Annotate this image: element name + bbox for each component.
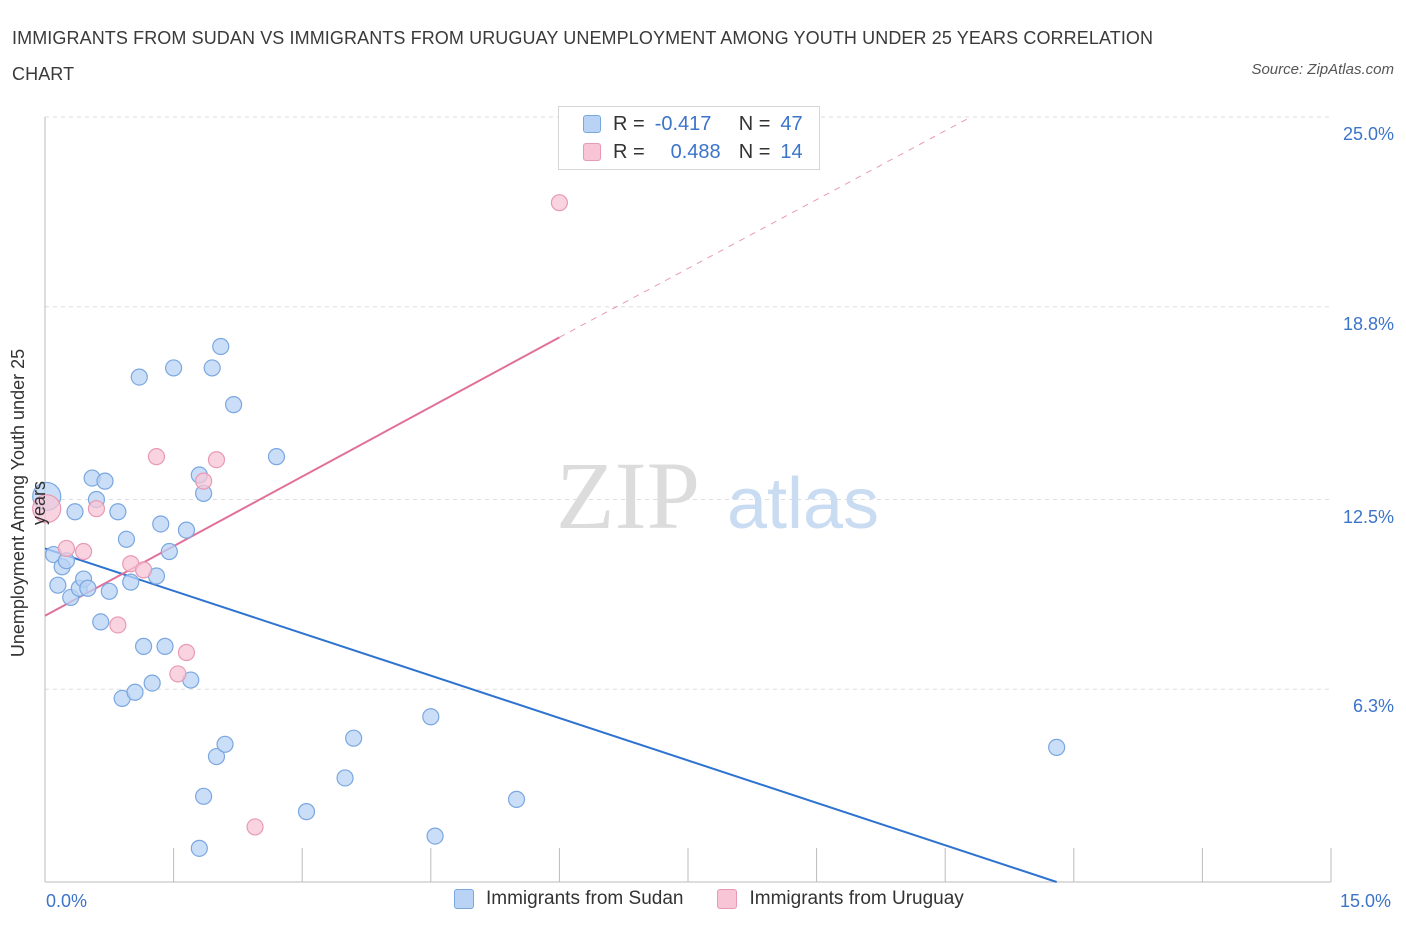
point-sudan bbox=[190, 839, 208, 857]
series-legend: Immigrants from Sudan Immigrants from Ur… bbox=[454, 888, 998, 910]
point-uruguay bbox=[177, 643, 196, 662]
point-sudan bbox=[79, 579, 97, 597]
legend-n-value: 14 bbox=[780, 140, 803, 163]
point-sudan bbox=[195, 787, 213, 805]
point-sudan bbox=[122, 573, 140, 591]
point-sudan bbox=[160, 542, 178, 561]
legend-swatch-sudan bbox=[583, 115, 601, 133]
point-uruguay bbox=[550, 194, 569, 212]
trend-line-uruguay bbox=[44, 336, 560, 617]
point-uruguay bbox=[134, 561, 153, 579]
source-note: Source: ZipAtlas.com bbox=[1251, 61, 1394, 78]
point-uruguay bbox=[74, 542, 93, 561]
point-sudan bbox=[96, 472, 114, 490]
point-sudan bbox=[422, 708, 440, 726]
point-sudan bbox=[267, 448, 286, 466]
trend-line-uruguay-extension bbox=[559, 116, 972, 338]
watermark-atlas: atlas bbox=[727, 464, 879, 544]
x-tick-label: 15.0% bbox=[1340, 891, 1392, 911]
point-uruguay bbox=[195, 472, 213, 490]
point-uruguay bbox=[207, 451, 226, 469]
watermark: ZIP atlas bbox=[556, 442, 879, 549]
y-tick-label: 25.0% bbox=[1342, 124, 1394, 144]
point-sudan bbox=[177, 521, 196, 539]
point-sudan bbox=[66, 503, 84, 521]
legend-swatch-uruguay bbox=[717, 889, 738, 909]
trend-line-sudan bbox=[44, 547, 1057, 883]
legend-n-value: 47 bbox=[780, 112, 803, 135]
legend-r-label: R = bbox=[613, 112, 645, 135]
point-sudan bbox=[1048, 738, 1066, 756]
legend-swatch-sudan bbox=[454, 889, 474, 909]
point-sudan bbox=[212, 337, 230, 356]
point-uruguay bbox=[57, 539, 76, 558]
point-sudan bbox=[207, 747, 226, 766]
point-sudan bbox=[426, 827, 444, 845]
point-sudan bbox=[336, 769, 354, 787]
y-tick-label: 18.8% bbox=[1342, 313, 1394, 334]
correlation-legend: R = -0.417 N = 47 R = 0.488 N = 14 bbox=[558, 106, 820, 170]
point-sudan bbox=[152, 515, 170, 533]
data-points bbox=[32, 194, 1066, 857]
legend-r-label: R = bbox=[613, 140, 645, 163]
point-sudan bbox=[126, 683, 144, 701]
legend-r-value: 0.488 bbox=[670, 140, 721, 163]
point-sudan bbox=[165, 359, 183, 377]
point-sudan bbox=[130, 368, 148, 386]
y-axis-label: Unemployment Among Youth under 25 years bbox=[8, 348, 49, 658]
point-sudan bbox=[100, 582, 118, 600]
point-sudan bbox=[345, 729, 363, 747]
point-sudan bbox=[92, 613, 110, 631]
legend-label-sudan: Immigrants from Sudan bbox=[486, 888, 684, 909]
y-tick-label: 12.5% bbox=[1342, 506, 1394, 527]
point-sudan bbox=[156, 637, 174, 655]
point-sudan bbox=[225, 396, 243, 414]
point-sudan bbox=[507, 790, 526, 808]
point-sudan bbox=[109, 503, 127, 521]
legend-item-uruguay[interactable]: Immigrants from Uruguay bbox=[717, 888, 964, 910]
legend-n-label: N = bbox=[738, 140, 771, 163]
point-uruguay bbox=[32, 494, 62, 524]
legend-row-sudan: R = -0.417 N = 47 bbox=[583, 110, 803, 138]
point-uruguay bbox=[87, 500, 106, 518]
y-tick-label: 6.3% bbox=[1352, 696, 1394, 717]
point-uruguay bbox=[147, 448, 166, 466]
point-uruguay bbox=[109, 616, 127, 634]
point-sudan bbox=[297, 803, 316, 821]
point-uruguay bbox=[246, 818, 264, 836]
legend-n-label: N = bbox=[738, 112, 771, 135]
point-sudan bbox=[216, 735, 234, 753]
point-sudan bbox=[203, 359, 221, 377]
legend-label-uruguay: Immigrants from Uruguay bbox=[749, 888, 964, 909]
point-sudan bbox=[49, 576, 67, 594]
point-sudan bbox=[143, 674, 161, 692]
point-sudan bbox=[134, 637, 153, 655]
watermark-zip: ZIP bbox=[556, 442, 700, 549]
chart-title: IMMIGRANTS FROM SUDAN VS IMMIGRANTS FROM… bbox=[12, 28, 1154, 84]
point-sudan bbox=[117, 530, 136, 548]
legend-row-uruguay: R = 0.488 N = 14 bbox=[583, 138, 803, 166]
x-tick-label: 0.0% bbox=[46, 891, 88, 911]
point-uruguay bbox=[169, 665, 187, 683]
legend-item-sudan[interactable]: Immigrants from Sudan bbox=[454, 888, 683, 910]
legend-swatch-uruguay bbox=[583, 143, 601, 161]
legend-r-value: -0.417 bbox=[654, 112, 712, 135]
